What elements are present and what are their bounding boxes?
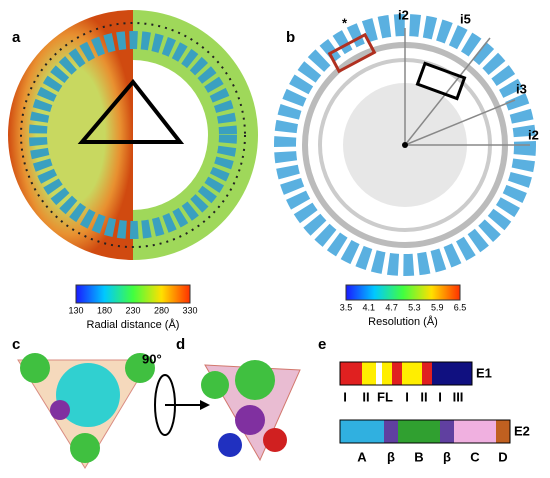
colorbar-tick: 5.9	[431, 302, 444, 312]
structure-c	[17, 353, 155, 469]
protein-name: E1	[476, 365, 492, 380]
colorbar-tick: 330	[182, 305, 197, 315]
rotation-label: 90°	[142, 351, 162, 366]
e2-bar	[339, 419, 511, 444]
colorbar	[345, 284, 461, 301]
domain-label: D	[498, 449, 507, 464]
colorbar-label: Resolution (Å)	[368, 315, 438, 328]
domain-label: A	[357, 449, 367, 464]
domain-label: β	[387, 449, 395, 464]
colorbar-tick: 180	[97, 305, 112, 315]
e1-bar	[339, 361, 473, 386]
axis-label: i2	[528, 127, 539, 142]
colorbar-tick: 230	[125, 305, 140, 315]
asterisk: *	[342, 15, 348, 30]
domain-label: I	[343, 389, 347, 404]
domain-label: B	[414, 449, 423, 464]
panel-label: c	[12, 336, 20, 353]
capsid-map-a	[8, 10, 258, 260]
domain-label: β	[443, 449, 451, 464]
colorbar-tick: 5.3	[408, 302, 421, 312]
colorbar-tick: 130	[68, 305, 83, 315]
structure-d	[201, 360, 301, 462]
protein-name: E2	[514, 423, 530, 438]
panel-label: b	[286, 29, 295, 46]
colorbar-label: Radial distance (Å)	[87, 318, 180, 331]
domain-label: II	[420, 389, 427, 404]
colorbar-tick: 6.5	[454, 302, 467, 312]
capsid-map-b	[274, 14, 536, 276]
domain-label: III	[453, 389, 464, 404]
axis-label: i2	[398, 7, 409, 22]
colorbar-tick: 3.5	[340, 302, 353, 312]
panel-label: e	[318, 336, 326, 353]
colorbar-tick: 4.1	[363, 302, 376, 312]
domain-label: FL	[377, 389, 393, 404]
domain-label: I	[405, 389, 409, 404]
domain-label: I	[438, 389, 442, 404]
panel-label: a	[12, 29, 21, 46]
domain-label: II	[362, 389, 369, 404]
domain-label: C	[470, 449, 480, 464]
colorbar-tick: 280	[154, 305, 169, 315]
colorbar	[75, 284, 191, 304]
axis-label: i3	[516, 81, 527, 96]
colorbar-tick: 4.7	[385, 302, 398, 312]
axis-label: i5	[460, 11, 471, 26]
panel-label: d	[176, 336, 185, 353]
rotation-arrow	[154, 374, 210, 436]
